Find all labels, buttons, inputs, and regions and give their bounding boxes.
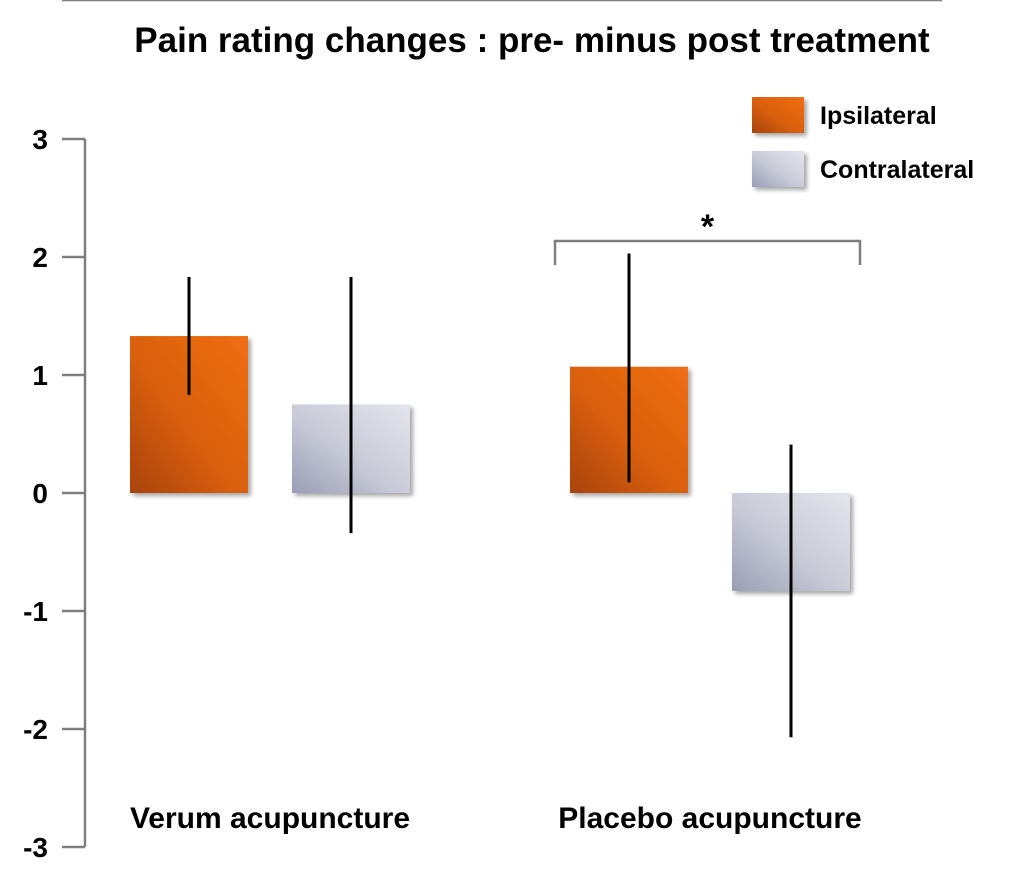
category-label: Verum acupuncture <box>130 802 410 835</box>
chart-title: Pain rating changes : pre- minus post tr… <box>134 21 930 60</box>
y-tick-label: -2 <box>23 714 48 745</box>
bars <box>130 336 850 591</box>
category-labels: Verum acupuncture Placebo acupuncture <box>130 802 862 835</box>
y-tick-label: 2 <box>32 242 48 273</box>
y-tick-label: 1 <box>32 360 48 391</box>
significance-bracket <box>553 239 862 265</box>
y-tick-label: -3 <box>23 832 48 863</box>
legend-swatch-contralateral <box>752 151 804 187</box>
y-tick-label: 3 <box>32 124 48 155</box>
significance-annotation: * <box>553 208 862 265</box>
category-label: Placebo acupuncture <box>558 802 861 835</box>
legend-swatch-ipsilateral <box>752 97 804 133</box>
y-ticks: 3 2 1 0 -1 -2 -3 <box>23 124 85 863</box>
legend: Ipsilateral Contralateral <box>752 97 974 187</box>
y-tick-label: 0 <box>32 478 48 509</box>
y-tick-label: -1 <box>23 596 48 627</box>
legend-label-contralateral: Contralateral <box>820 156 974 184</box>
legend-label-ipsilateral: Ipsilateral <box>820 102 937 130</box>
significance-star: * <box>701 208 715 246</box>
error-bars <box>187 253 793 738</box>
